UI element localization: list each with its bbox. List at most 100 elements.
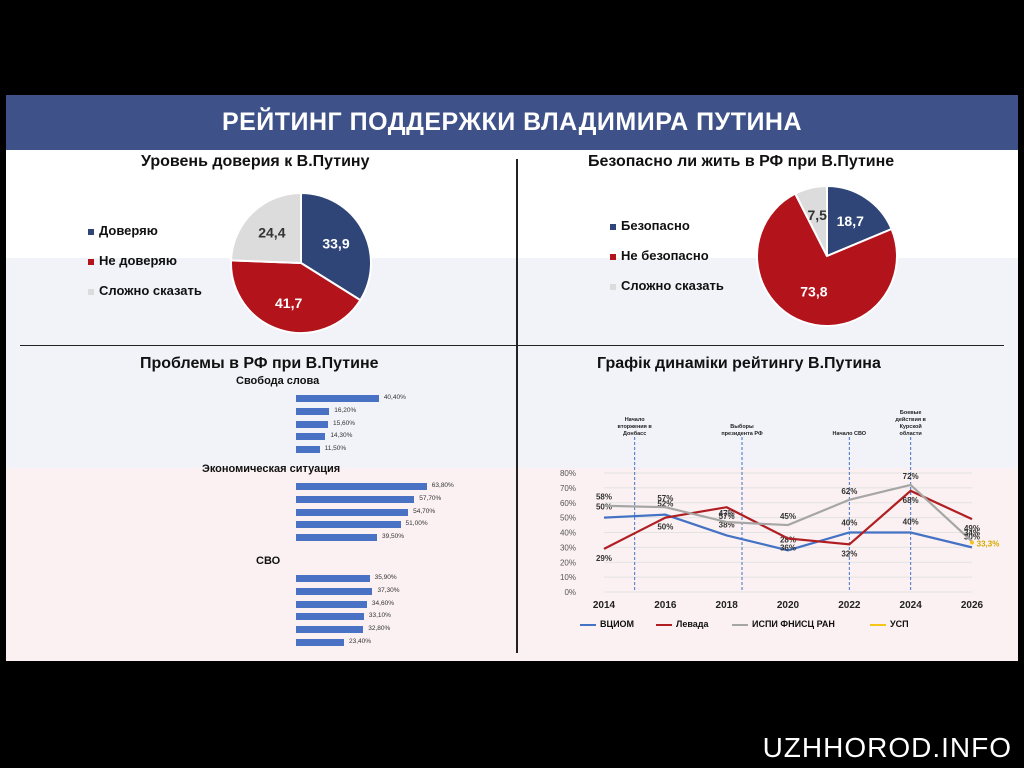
series-data-label: 68% <box>903 496 919 505</box>
x-tick-label: 2024 <box>900 600 923 611</box>
pie-slice <box>793 184 828 257</box>
x-tick-label: 2020 <box>777 600 800 611</box>
series-data-label: 29% <box>596 554 612 563</box>
bar-value-label: 33,10% <box>368 612 391 620</box>
y-tick-label: 80% <box>560 469 576 478</box>
bar <box>296 575 370 582</box>
bar-value-label: 34,60% <box>371 599 394 607</box>
series-data-label: 30% <box>964 532 980 541</box>
bar-value-label: 63,80% <box>431 482 454 489</box>
line-legend-usp: УСП <box>870 619 909 629</box>
series-data-label: 52% <box>657 500 673 509</box>
line-title: Графік динаміки рейтингу В.Путина <box>597 355 881 372</box>
bar <box>296 495 415 503</box>
legend-label: Левада <box>676 619 709 629</box>
bar <box>296 613 364 621</box>
pie-chart-safety: 18,7 73,8 7,5 <box>756 184 898 327</box>
pie2-title: Безопасно ли жить в РФ при В.Путине <box>588 153 895 170</box>
bar <box>296 534 377 542</box>
legend-swatch <box>580 623 596 626</box>
bar-group-title: СВО <box>256 555 281 567</box>
series-data-label: 50% <box>657 523 673 532</box>
legend-label: УСП <box>890 619 909 629</box>
problems-bar-chart: Свобода словаОграничение доступа к сети … <box>6 95 516 661</box>
legend-swatch <box>88 228 94 235</box>
x-tick-label: 2016 <box>654 600 677 611</box>
y-tick-label: 50% <box>560 514 576 523</box>
x-tick-label: 2026 <box>961 600 984 611</box>
bar-value-label: 39,50% <box>381 533 405 541</box>
legend-label: Доверяю <box>99 223 158 238</box>
bar <box>296 639 344 646</box>
y-tick-label: 30% <box>560 543 576 552</box>
pie-slice <box>756 192 898 327</box>
pie-slice <box>230 259 362 334</box>
series-line <box>603 489 973 550</box>
series-data-label: 40% <box>903 518 919 527</box>
legend-swatch <box>88 258 94 265</box>
bar-value-label: 16,20% <box>334 406 357 414</box>
series-data-label: 38% <box>719 520 735 529</box>
bar-value-label: 15,60% <box>332 419 356 427</box>
y-tick-label: 0% <box>564 588 576 597</box>
legend-swatch <box>732 623 748 626</box>
line-legend-ispi: ИСПИ ФНИСЦ РАН <box>732 619 835 629</box>
legend-swatch <box>610 223 616 230</box>
legend-label: ВЦИОМ <box>600 619 635 629</box>
series-line <box>603 513 973 552</box>
watermark: UZHHOROD.INFO <box>762 732 1012 763</box>
series-data-label: 45% <box>780 512 796 521</box>
pie-slice-label: 73,8 <box>800 284 827 300</box>
bar <box>296 600 367 608</box>
y-tick-label: 20% <box>560 558 576 567</box>
pie-slice <box>230 191 302 265</box>
pie-slice <box>826 184 893 258</box>
series-data-label: 72% <box>903 472 919 481</box>
event-label: Боевые действия в Курской области <box>895 410 926 437</box>
pie1-title: Уровень доверия к В.Путину <box>141 153 370 170</box>
bar-group-title: Свобода слова <box>236 375 320 387</box>
pie1-legend-hard: Сложно сказать <box>88 283 202 298</box>
event-label: Начало СВО <box>833 431 867 437</box>
y-tick-label: 10% <box>560 573 576 582</box>
series-data-label: 62% <box>841 487 857 496</box>
series-data-label: 49% <box>964 524 980 533</box>
legend-label: Сложно сказать <box>99 283 202 298</box>
bar-value-label: 40,40% <box>383 394 406 401</box>
legend-swatch <box>88 288 94 295</box>
legend-label: Сложно сказать <box>621 278 724 293</box>
bar <box>296 521 401 529</box>
horizontal-divider <box>20 345 1004 346</box>
pie1-legend-trust: Доверяю <box>88 223 158 238</box>
series-data-label: 28% <box>780 535 796 544</box>
series-data-label: 33,3% <box>977 539 1000 548</box>
bar-value-label: 32,80% <box>368 625 391 633</box>
series-data-label: 32% <box>841 549 857 558</box>
bar-value-label: 37,30% <box>377 586 400 594</box>
pie2-legend-hard: Сложно сказать <box>610 278 724 293</box>
series-data-label: 40% <box>841 519 857 528</box>
y-tick-label: 40% <box>560 529 576 538</box>
legend-label: Не безопасно <box>621 248 709 263</box>
pie2-legend-unsafe: Не безопасно <box>610 248 709 263</box>
bar-group-title: Экономическая ситуация <box>202 463 341 475</box>
bar-value-label: 23,40% <box>348 638 372 645</box>
pie-slice-label: 7,5 <box>807 207 827 223</box>
pie-chart-trust: 33,9 41,7 24,4 <box>230 191 372 334</box>
bar <box>296 508 409 516</box>
rating-line-chart: 0% 10% 20% 30% 40% 50% 60% 70% 80% 2014 2016 2018 20… <box>560 410 1000 611</box>
bar-value-label: 57,70% <box>419 494 442 502</box>
pie2-legend-safe: Безопасно <box>610 218 690 233</box>
bar-value-label: 14,30% <box>330 432 353 440</box>
legend-swatch <box>656 623 672 626</box>
pie1-legend-distrust: Не доверяю <box>88 253 177 268</box>
vertical-divider <box>516 159 518 653</box>
x-tick-label: 2022 <box>838 600 861 611</box>
bar <box>296 483 427 490</box>
bar <box>296 395 379 402</box>
legend-label: Безопасно <box>621 218 690 233</box>
event-label: Начало вторжения в Донбасс <box>618 417 653 437</box>
bar <box>296 407 330 415</box>
series-line <box>603 483 973 543</box>
legend-swatch <box>870 623 886 626</box>
